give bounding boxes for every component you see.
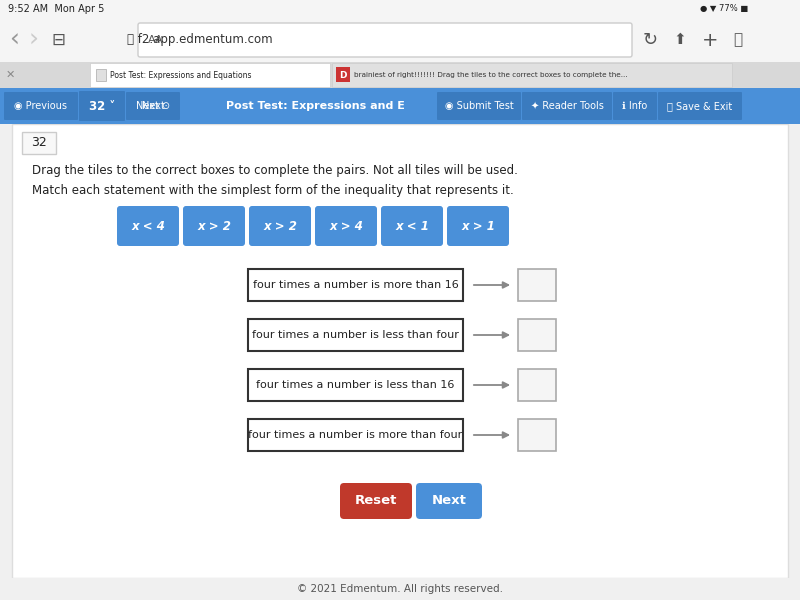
FancyBboxPatch shape: [416, 483, 482, 519]
FancyBboxPatch shape: [340, 483, 412, 519]
FancyBboxPatch shape: [336, 67, 350, 82]
Text: ‹: ‹: [9, 28, 19, 52]
FancyBboxPatch shape: [248, 419, 463, 451]
Text: Next: Next: [142, 101, 165, 111]
Text: ⧉: ⧉: [734, 32, 742, 47]
Text: Next: Next: [431, 494, 466, 508]
Text: x > 2: x > 2: [197, 220, 231, 232]
Text: +: +: [702, 31, 718, 49]
FancyBboxPatch shape: [332, 63, 732, 87]
FancyBboxPatch shape: [183, 206, 245, 246]
FancyBboxPatch shape: [518, 269, 556, 301]
Text: ● ▼ 77% ■: ● ▼ 77% ■: [700, 4, 748, 13]
FancyBboxPatch shape: [0, 0, 800, 18]
Text: x > 2: x > 2: [263, 220, 297, 232]
FancyBboxPatch shape: [22, 132, 56, 154]
Text: four times a number is more than four: four times a number is more than four: [248, 430, 462, 440]
FancyBboxPatch shape: [658, 92, 742, 120]
FancyBboxPatch shape: [0, 62, 800, 88]
FancyBboxPatch shape: [522, 92, 612, 120]
FancyBboxPatch shape: [518, 319, 556, 351]
FancyBboxPatch shape: [381, 206, 443, 246]
Text: Post Test: Expressions and Equations: Post Test: Expressions and Equations: [110, 70, 251, 79]
FancyBboxPatch shape: [0, 578, 800, 600]
Text: ℹ Info: ℹ Info: [622, 101, 648, 111]
FancyBboxPatch shape: [518, 419, 556, 451]
FancyBboxPatch shape: [0, 18, 800, 62]
FancyBboxPatch shape: [79, 91, 125, 121]
FancyBboxPatch shape: [248, 319, 463, 351]
FancyBboxPatch shape: [4, 92, 78, 120]
Text: four times a number is less than 16: four times a number is less than 16: [256, 380, 454, 390]
Text: ⬆: ⬆: [674, 32, 686, 47]
Text: Post Test: Expressions and E: Post Test: Expressions and E: [226, 101, 405, 111]
Text: Reset: Reset: [355, 494, 397, 508]
FancyBboxPatch shape: [117, 206, 179, 246]
FancyBboxPatch shape: [138, 23, 632, 57]
Text: ◉ Previous: ◉ Previous: [14, 101, 67, 111]
FancyBboxPatch shape: [248, 369, 463, 401]
FancyBboxPatch shape: [249, 206, 311, 246]
Text: ↻: ↻: [642, 31, 658, 49]
Text: ⊟: ⊟: [51, 31, 65, 49]
Text: ✦ Reader Tools: ✦ Reader Tools: [530, 101, 603, 111]
FancyBboxPatch shape: [437, 92, 521, 120]
Text: AA: AA: [148, 35, 163, 45]
Text: D: D: [339, 70, 346, 79]
FancyBboxPatch shape: [126, 92, 180, 120]
FancyBboxPatch shape: [90, 63, 330, 87]
FancyBboxPatch shape: [518, 369, 556, 401]
Text: Match each statement with the simplest form of the inequality that represents it: Match each statement with the simplest f…: [32, 184, 514, 197]
Text: Drag the tiles to the correct boxes to complete the pairs. Not all tiles will be: Drag the tiles to the correct boxes to c…: [32, 164, 518, 177]
Text: 🔒 f2.app.edmentum.com: 🔒 f2.app.edmentum.com: [127, 34, 273, 46]
Text: x < 4: x < 4: [131, 220, 165, 232]
Text: four times a number is more than 16: four times a number is more than 16: [253, 280, 458, 290]
FancyBboxPatch shape: [248, 269, 463, 301]
Text: 9:52 AM  Mon Apr 5: 9:52 AM Mon Apr 5: [8, 4, 104, 14]
Text: x < 1: x < 1: [395, 220, 429, 232]
Text: 32: 32: [31, 136, 47, 149]
FancyBboxPatch shape: [613, 92, 657, 120]
Text: x > 1: x > 1: [461, 220, 495, 232]
FancyBboxPatch shape: [0, 88, 800, 124]
Text: ›: ›: [29, 28, 39, 52]
Text: ◉ Submit Test: ◉ Submit Test: [445, 101, 514, 111]
FancyBboxPatch shape: [96, 69, 106, 81]
Text: © 2021 Edmentum. All rights reserved.: © 2021 Edmentum. All rights reserved.: [297, 584, 503, 594]
Text: x > 4: x > 4: [329, 220, 363, 232]
Text: 32 ˅: 32 ˅: [89, 100, 115, 113]
FancyBboxPatch shape: [315, 206, 377, 246]
FancyBboxPatch shape: [12, 124, 788, 578]
FancyBboxPatch shape: [447, 206, 509, 246]
Text: ✕: ✕: [6, 70, 14, 80]
Text: brainiest of right!!!!!!! Drag the tiles to the correct boxes to complete the...: brainiest of right!!!!!!! Drag the tiles…: [354, 72, 627, 78]
Text: four times a number is less than four: four times a number is less than four: [252, 330, 459, 340]
Text: ⏻ Save & Exit: ⏻ Save & Exit: [667, 101, 733, 111]
Text: Next ⊙: Next ⊙: [136, 101, 170, 111]
